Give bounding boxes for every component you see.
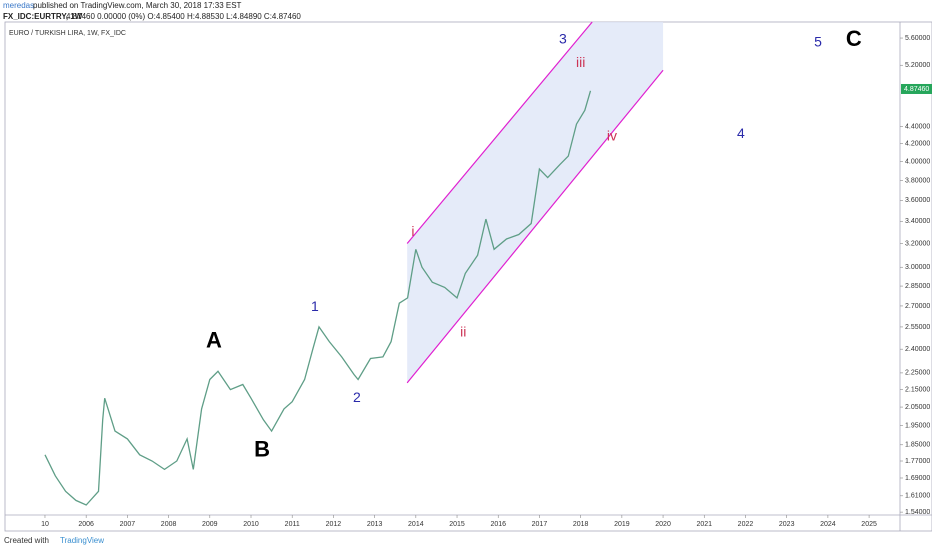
wave-label: 4 — [737, 125, 745, 141]
x-tick-label: 2007 — [120, 521, 136, 528]
chart-title: EURO / TURKISH LIRA, 1W, FX_IDC — [9, 30, 126, 37]
wave-label: 3 — [559, 31, 567, 47]
y-tick-label: 1.77000 — [905, 458, 930, 465]
y-tick-label: 1.61000 — [905, 493, 930, 500]
last-price-label: 4.87460 — [904, 86, 929, 93]
y-tick-label: 2.25000 — [905, 370, 930, 377]
wave-label: iv — [607, 127, 617, 143]
y-tick-label: 2.55000 — [905, 324, 930, 331]
y-tick-label: 5.60000 — [905, 35, 930, 42]
x-tick-label: 2017 — [532, 521, 548, 528]
symbol: FX_IDC:EURTRY, 1W — [3, 12, 83, 21]
y-tick-label: 3.40000 — [905, 218, 930, 225]
wave-label: i — [411, 223, 414, 239]
y-tick-label: 4.40000 — [905, 123, 930, 130]
y-tick-label: 2.40000 — [905, 346, 930, 353]
published: published on TradingView.com, March 30, … — [33, 1, 242, 10]
wave-label: iii — [576, 54, 585, 70]
y-tick-label: 3.20000 — [905, 240, 930, 247]
x-tick-label: 2010 — [243, 521, 259, 528]
wave-label: A — [206, 327, 222, 352]
y-tick-label: 2.15000 — [905, 386, 930, 393]
y-tick-label: 3.60000 — [905, 197, 930, 204]
frame — [4, 21, 932, 532]
y-tick-label: 5.20000 — [905, 62, 930, 69]
x-tick-label: 2023 — [779, 521, 795, 528]
y-tick-label: 2.05000 — [905, 404, 930, 411]
x-tick-label: 2012 — [326, 521, 342, 528]
y-tick-label: 2.70000 — [905, 303, 930, 310]
x-tick-label: 2019 — [614, 521, 630, 528]
x-tick-label: 2018 — [573, 521, 589, 528]
wave-label: B — [254, 437, 270, 462]
last-price-tag — [901, 83, 932, 94]
y-tick-label: 3.80000 — [905, 177, 930, 184]
y-tick-label: 2.85000 — [905, 283, 930, 290]
y-tick-label: 1.95000 — [905, 422, 930, 429]
wave-label: 1 — [311, 298, 319, 314]
y-tick-label: 1.54000 — [905, 509, 930, 516]
y-tick-label: 3.00000 — [905, 264, 930, 271]
x-tick-label: 2011 — [285, 521, 300, 528]
x-tick-label: 2015 — [449, 521, 465, 528]
x-tick-label: 2006 — [78, 521, 94, 528]
wave-label: 5 — [814, 33, 822, 49]
channel-fill — [407, 22, 664, 383]
wave-label: ii — [460, 323, 466, 339]
x-tick-label: 2025 — [861, 521, 877, 528]
x-tick-label: 2014 — [408, 521, 424, 528]
y-tick-label: 4.00000 — [905, 158, 930, 165]
wave-label: C — [846, 26, 862, 51]
x-tick-label: 2013 — [367, 521, 383, 528]
x-tick-label: 2024 — [820, 521, 836, 528]
x-tick-label: 2020 — [655, 521, 671, 528]
wave-label: 2 — [353, 389, 361, 405]
price-line — [44, 90, 592, 506]
y-tick-label: 1.85000 — [905, 442, 930, 449]
y-tick-label: 1.69000 — [905, 475, 930, 482]
x-tick-label: 2021 — [696, 521, 712, 528]
author[interactable]: meredas — [3, 1, 34, 10]
brand[interactable]: TradingView — [60, 536, 104, 545]
created-with: Created with — [4, 536, 49, 545]
x-tick-label: 10 — [41, 521, 49, 528]
x-tick-label: 2008 — [161, 521, 177, 528]
x-tick-label: 2016 — [490, 521, 506, 528]
y-tick-label: 4.20000 — [905, 141, 930, 148]
x-tick-label: 2022 — [738, 521, 754, 528]
quote: 4.87460 0.00000 (0%) O:4.85400 H:4.88530… — [66, 12, 301, 21]
channel-line — [406, 69, 664, 384]
x-tick-label: 2009 — [202, 521, 218, 528]
channel-line — [406, 21, 593, 244]
